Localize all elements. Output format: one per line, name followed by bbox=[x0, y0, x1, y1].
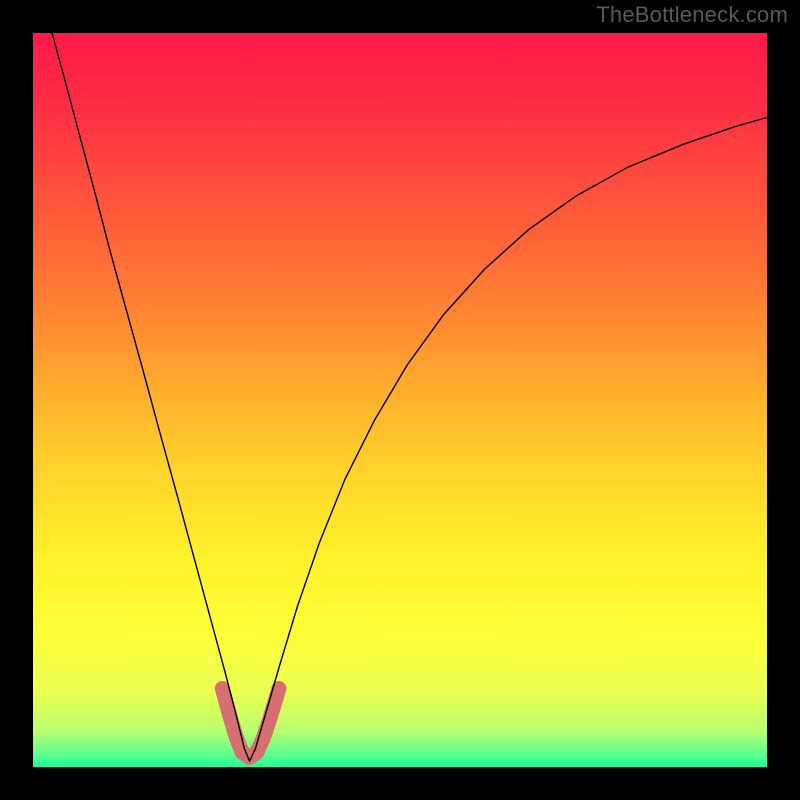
plot-background bbox=[33, 33, 767, 767]
bottleneck-chart: TheBottleneck.com bbox=[0, 0, 800, 800]
chart-canvas bbox=[0, 0, 800, 800]
watermark-text: TheBottleneck.com bbox=[596, 2, 788, 28]
